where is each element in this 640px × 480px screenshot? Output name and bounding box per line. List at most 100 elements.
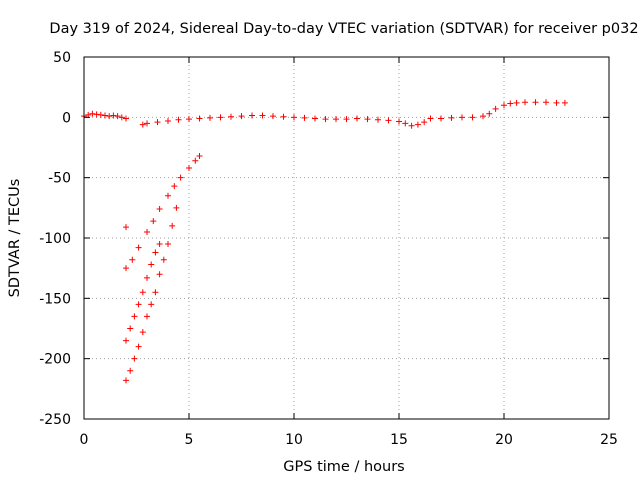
data-point <box>448 114 455 121</box>
y-tick-label: -100 <box>39 231 71 247</box>
data-point <box>217 114 224 121</box>
axis-ticks <box>83 56 610 420</box>
data-point <box>156 271 163 278</box>
data-point <box>561 99 568 106</box>
data-point <box>553 99 560 106</box>
data-point <box>513 99 520 106</box>
series-descending-lower-a <box>123 204 180 384</box>
series-outlier <box>123 224 129 231</box>
data-point <box>228 113 234 120</box>
data-point <box>123 337 129 344</box>
data-point <box>480 113 486 120</box>
y-tick-label: -150 <box>39 291 71 307</box>
x-tick-label: 15 <box>390 432 408 448</box>
data-point <box>196 115 203 122</box>
data-point <box>469 114 476 121</box>
data-point <box>135 301 142 308</box>
data-point <box>139 121 146 128</box>
data-point <box>135 343 142 350</box>
data-point <box>106 113 113 120</box>
data-point <box>102 112 108 119</box>
data-point <box>160 256 167 263</box>
data-point <box>97 111 104 118</box>
data-point <box>396 118 402 125</box>
data-point <box>492 105 499 112</box>
data-point <box>131 313 138 320</box>
data-point <box>139 289 146 296</box>
y-tick-label: -50 <box>48 171 71 187</box>
data-point <box>127 325 134 332</box>
data-point <box>301 114 308 121</box>
data-point <box>156 241 163 248</box>
data-point <box>123 265 129 272</box>
data-point <box>459 114 465 121</box>
data-point <box>507 100 514 107</box>
data-point <box>280 113 287 120</box>
x-tick-label: 5 <box>185 432 194 448</box>
data-point <box>169 222 176 229</box>
data-point <box>291 114 297 121</box>
data-point <box>501 102 507 109</box>
series-descending-upper <box>123 152 203 272</box>
data-point <box>177 174 184 181</box>
data-point <box>165 117 171 124</box>
data-point <box>192 157 199 164</box>
x-tick-label: 10 <box>285 432 303 448</box>
data-point <box>402 120 409 127</box>
data-point <box>114 113 121 120</box>
data-point <box>150 218 157 225</box>
data-point <box>414 121 421 128</box>
data-point <box>543 99 549 106</box>
data-point <box>270 113 276 120</box>
x-tick-label: 0 <box>80 432 89 448</box>
data-point <box>186 165 192 172</box>
data-point <box>207 114 213 121</box>
data-point <box>333 116 339 123</box>
x-axis-label: GPS time / hours <box>283 459 404 475</box>
data-point <box>259 112 266 119</box>
y-tick-label: 0 <box>62 110 71 126</box>
data-point <box>364 116 371 123</box>
chart-title: Day 319 of 2024, Sidereal Day-to-day VTE… <box>49 21 638 37</box>
data-point <box>123 115 129 122</box>
data-point <box>144 313 150 320</box>
data-point <box>173 204 180 211</box>
data-point <box>249 112 255 119</box>
data-point <box>148 301 155 308</box>
y-axis-label: SDTVAR / TECUs <box>7 179 23 298</box>
data-point <box>93 111 100 118</box>
data-point <box>144 120 150 127</box>
data-point <box>135 244 142 251</box>
y-tick-label: -200 <box>39 352 71 368</box>
data-point <box>186 116 192 123</box>
data-point <box>139 329 146 336</box>
data-point <box>385 117 392 124</box>
data-point <box>144 274 150 281</box>
data-point <box>171 183 178 190</box>
gridlines <box>84 57 609 419</box>
data-point <box>118 114 125 121</box>
data-point <box>89 110 96 117</box>
series-main <box>81 99 568 129</box>
data-point <box>152 289 159 296</box>
tick-labels: 0 5 10 15 20 25 -250 -200 -150 -100 -50 0 50 <box>39 50 618 448</box>
data-point <box>156 206 163 213</box>
data-point <box>175 116 182 123</box>
y-tick-label: 50 <box>53 50 71 66</box>
data-point <box>144 228 150 235</box>
data-point <box>196 152 203 159</box>
data-point <box>438 115 444 122</box>
data-point <box>165 241 171 248</box>
x-tick-label: 20 <box>495 432 513 448</box>
data-point <box>486 110 493 117</box>
data-point <box>165 192 171 199</box>
plot-frame <box>83 56 610 420</box>
data-point <box>322 116 329 123</box>
data-point <box>148 261 155 268</box>
data-points <box>81 99 568 384</box>
data-point <box>123 224 129 231</box>
data-point <box>238 113 245 120</box>
data-point <box>152 249 159 256</box>
data-point <box>110 112 117 119</box>
